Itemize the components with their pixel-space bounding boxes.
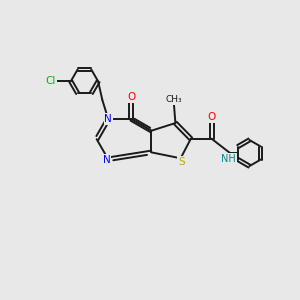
Text: O: O [208,112,216,122]
Text: O: O [127,92,136,102]
Text: NH: NH [221,154,236,164]
Text: S: S [178,157,184,167]
Text: CH₃: CH₃ [166,95,182,104]
Text: N: N [103,155,111,165]
Text: Cl: Cl [45,76,56,86]
Text: N: N [104,114,112,124]
